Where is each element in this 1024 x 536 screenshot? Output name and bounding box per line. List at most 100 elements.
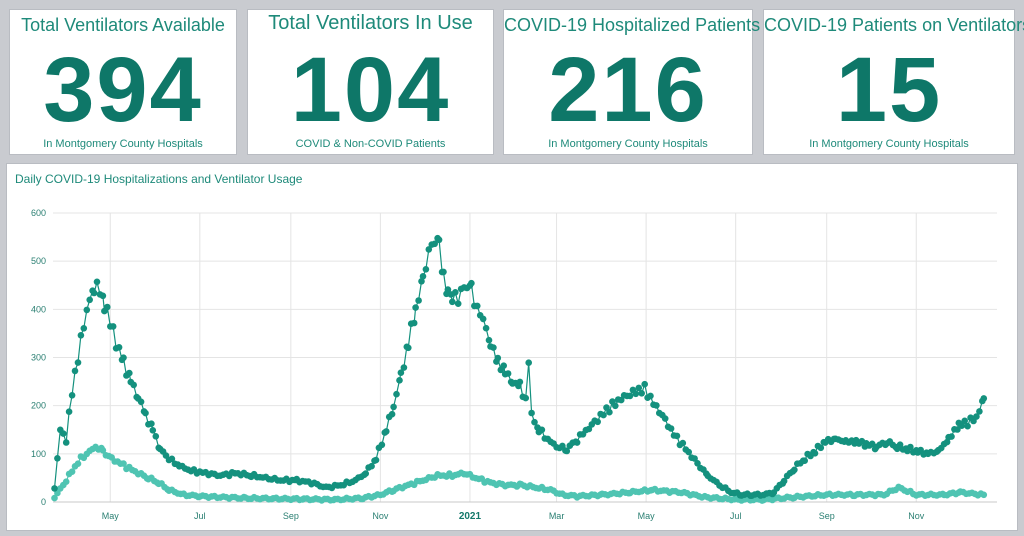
data-point (976, 408, 983, 415)
data-point (449, 298, 456, 306)
data-point (440, 268, 447, 276)
data-point (780, 477, 788, 485)
data-point (626, 392, 634, 400)
kpi-subtitle: COVID & Non-COVID Patients (295, 138, 446, 150)
data-point (479, 315, 487, 323)
data-point (980, 491, 988, 499)
data-point (422, 266, 430, 273)
data-point (635, 384, 643, 392)
data-point (896, 441, 904, 449)
data-point (99, 292, 107, 300)
data-point (68, 392, 76, 399)
data-point (638, 390, 645, 397)
data-point (137, 398, 145, 406)
data-point (93, 278, 101, 286)
hospitalizations-chart: 0 100 200 300 400 500 600 May Jul Sep Nov 2021 Mar Ma… (31, 208, 997, 522)
x-tick-label: Sep (819, 511, 835, 521)
data-point (415, 297, 422, 304)
data-point (563, 447, 571, 455)
data-point (90, 289, 98, 297)
data-point (378, 441, 386, 449)
data-point (80, 325, 88, 332)
data-point (130, 381, 137, 389)
data-point (531, 418, 538, 426)
data-point (71, 367, 79, 375)
data-point (86, 296, 93, 304)
data-point (388, 410, 396, 418)
x-tick-label: Jul (194, 511, 206, 521)
data-point (573, 439, 581, 446)
y-tick-label: 400 (31, 304, 46, 314)
data-point (485, 336, 493, 344)
data-point (396, 377, 403, 384)
data-point (405, 344, 412, 352)
data-point (958, 422, 966, 430)
data-point (468, 279, 475, 287)
kpi-value: 394 (43, 39, 203, 141)
data-point (393, 390, 400, 398)
data-point (62, 478, 70, 486)
x-tick-label: Sep (283, 511, 299, 521)
data-point (791, 466, 798, 474)
data-point (109, 323, 117, 330)
data-point (62, 439, 70, 446)
data-point (410, 319, 418, 327)
data-point (516, 378, 524, 386)
x-tick-label: Nov (372, 511, 389, 521)
data-point (452, 289, 459, 296)
data-point (99, 447, 107, 454)
chart-card: 0 100 200 300 400 500 600 May Jul Sep Nov 2021 Mar Ma… (6, 163, 1018, 531)
data-point (372, 456, 380, 464)
data-point (148, 420, 155, 428)
x-tick-label: May (102, 511, 120, 521)
data-point (77, 332, 85, 339)
data-point (679, 439, 687, 447)
data-point (51, 494, 58, 502)
data-point (694, 460, 701, 467)
kpi-value: 15 (835, 39, 943, 141)
data-point (811, 450, 819, 457)
data-point (425, 246, 433, 253)
data-point (594, 418, 601, 426)
y-tick-label: 200 (31, 401, 46, 411)
series-line (53, 237, 985, 497)
data-point (606, 408, 613, 416)
data-point (362, 470, 370, 477)
data-point (817, 444, 825, 452)
data-point (980, 395, 988, 402)
data-point (435, 236, 443, 244)
data-point (801, 457, 808, 465)
data-point (617, 396, 625, 404)
data-point (907, 443, 914, 451)
data-point (431, 240, 439, 248)
chart-title: Daily COVID-19 Hospitalizations and Vent… (15, 172, 303, 186)
data-point (653, 402, 660, 409)
y-tick-label: 100 (31, 449, 46, 459)
data-point (482, 324, 490, 332)
data-point (559, 442, 566, 450)
data-point (83, 306, 91, 314)
data-point (54, 455, 61, 462)
data-point (104, 303, 111, 311)
x-tick-label: Nov (908, 511, 925, 521)
kpi-subtitle: In Montgomery County Hospitals (43, 138, 203, 150)
kpi-title: Total Ventilators In Use (268, 12, 473, 34)
data-point (383, 428, 390, 435)
data-point (120, 354, 127, 361)
data-point (954, 426, 961, 433)
data-point (142, 409, 149, 417)
data-point (149, 427, 157, 434)
data-point (948, 433, 955, 440)
data-point (494, 354, 502, 362)
kpi-subtitle: In Montgomery County Hospitals (548, 138, 708, 150)
kpi-title: COVID-19 Hospitalized Patients (504, 15, 761, 35)
data-point (60, 430, 67, 437)
kpi-title: COVID-19 Patients on Ventilators (764, 15, 1024, 35)
data-point (964, 422, 971, 430)
data-point (641, 380, 648, 388)
data-point (412, 304, 419, 311)
data-point (152, 433, 160, 440)
data-point (397, 369, 405, 376)
data-point (490, 344, 497, 351)
data-point (444, 286, 452, 293)
